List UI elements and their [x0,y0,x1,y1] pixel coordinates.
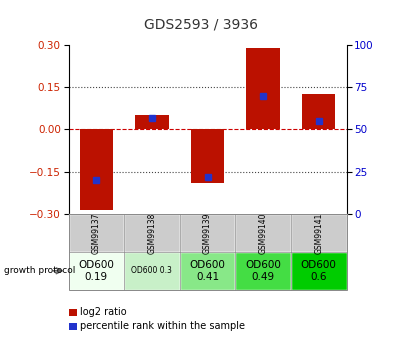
Bar [135,115,168,129]
Text: OD600 0.3: OD600 0.3 [131,266,172,275]
Text: GSM99137: GSM99137 [92,212,101,254]
Text: GSM99141: GSM99141 [314,212,323,254]
Bar [191,129,224,183]
Text: GSM99138: GSM99138 [147,212,156,254]
Text: OD600
0.19: OD600 0.19 [78,260,114,282]
Text: OD600
0.6: OD600 0.6 [301,260,337,282]
Bar [247,48,280,129]
Bar [302,94,335,129]
Text: GSM99139: GSM99139 [203,212,212,254]
Text: growth protocol: growth protocol [4,266,75,275]
Text: OD600
0.41: OD600 0.41 [189,260,226,282]
Text: percentile rank within the sample: percentile rank within the sample [80,321,245,331]
Text: log2 ratio: log2 ratio [80,307,127,317]
Text: OD600
0.49: OD600 0.49 [245,260,281,282]
Bar [80,129,113,210]
Text: GDS2593 / 3936: GDS2593 / 3936 [145,17,258,31]
Text: GSM99140: GSM99140 [259,212,268,254]
